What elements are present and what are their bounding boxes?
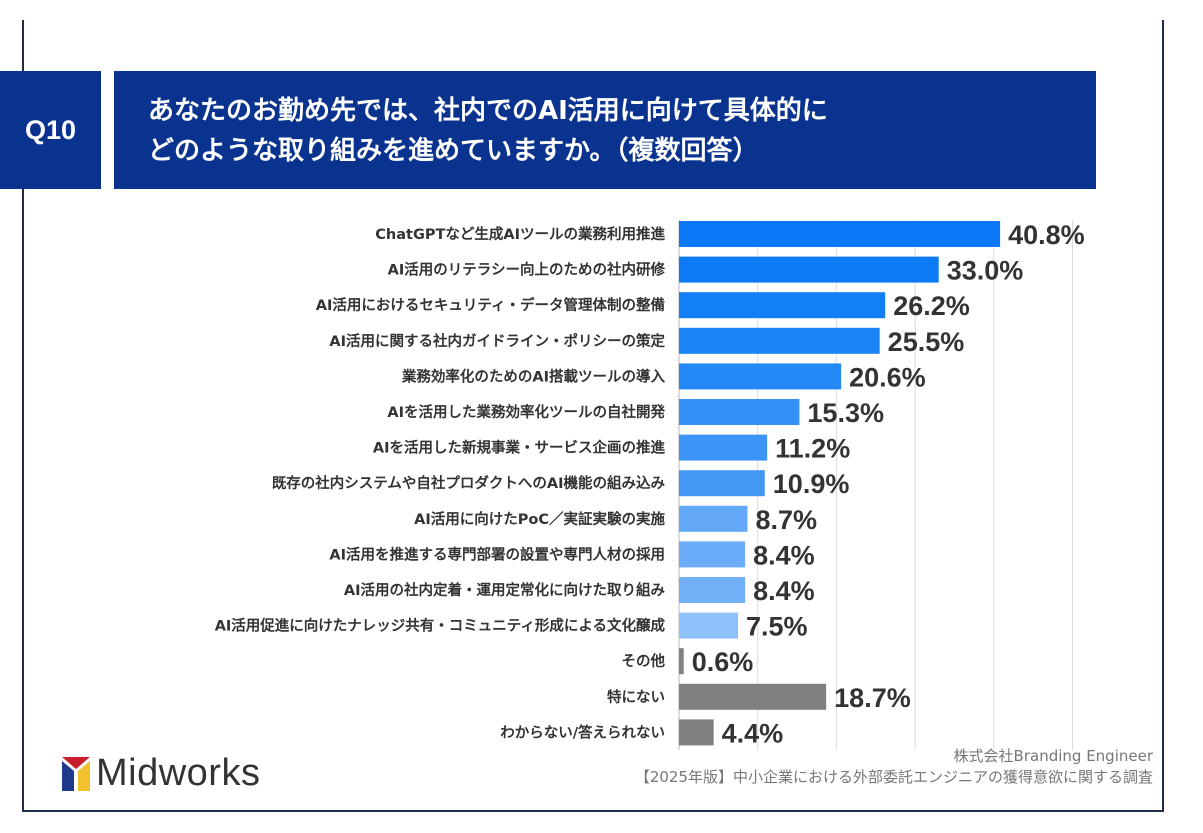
data-label: 20.6% [849,362,926,392]
data-label: 4.4% [722,718,784,748]
category-label: AI活用のリテラシー向上のための社内研修 [388,261,666,279]
data-label: 8.7% [755,505,817,535]
bar [679,292,886,319]
bar [679,470,765,497]
question-number: Q10 [24,114,77,145]
credit-company: 株式会社Branding Engineer [953,747,1153,765]
credit-survey: 【2025年版】中小企業における外部委託エンジニアの獲得意欲に関する調査 [634,768,1153,786]
bar [679,221,1001,247]
data-label: 18.7% [834,683,911,713]
bar [679,541,746,568]
bar [679,612,739,639]
question-number-badge: Q10 [0,71,101,189]
bar [679,399,800,425]
bar [679,505,748,532]
data-label: 40.8% [1008,220,1085,250]
data-label: 7.5% [746,612,808,642]
bar [679,719,714,746]
category-label: ChatGPTなど生成AIツールの業務利用推進 [375,225,665,243]
bar [679,577,746,603]
category-label: AIを活用した業務効率化ツールの自社開発 [387,403,665,421]
category-label: AI活用促進に向けたナレッジ共有・コミュニティ形成による文化醸成 [215,617,666,635]
logo-text: Midworks [96,752,261,794]
data-label: 10.9% [773,469,850,499]
category-label: 特にない [607,688,665,706]
midworks-logo-icon [62,756,90,791]
bar [679,434,768,461]
category-label: AI活用におけるセキュリティ・データ管理体制の整備 [316,296,665,314]
credit: 株式会社Branding Engineer 【2025年版】中小企業における外部… [635,746,1153,788]
category-label: わからない/答えられない [500,723,665,741]
bar [679,363,842,390]
category-label: AI活用の社内定着・運用定常化に向けた取り組み [344,581,666,599]
data-label: 0.6% [692,647,754,677]
category-label: 既存の社内システムや自社プロダクトへのAI機能の組み込み [272,474,666,492]
category-label: AIを活用した新規事業・サービス企画の推進 [373,439,666,457]
category-label: AI活用に向けたPoC／実証実験の実施 [414,510,665,528]
category-label: AI活用に関する社内ガイドライン・ポリシーの策定 [329,332,665,350]
data-label: 11.2% [775,434,850,464]
category-label: AI活用を推進する専門部署の設置や専門人材の採用 [329,545,665,563]
midworks-logo: Midworks [62,752,260,795]
question-title-box: あなたのお勤め先では、社内でのAI活用に向けて具体的に どのような取り組みを進め… [114,71,1096,189]
data-label: 26.2% [893,291,970,321]
category-label: 業務効率化のためのAI搭載ツールの導入 [401,367,666,385]
data-label: 8.4% [753,540,815,570]
data-label: 33.0% [947,256,1024,286]
chart-frame [22,20,1164,812]
data-label: 25.5% [888,327,965,357]
bar [679,648,684,675]
data-label: 8.4% [753,576,815,606]
bar [679,683,827,710]
question-title-line1: あなたのお勤め先では、社内でのAI活用に向けて具体的に [148,96,828,126]
question-title-line2: どのような取り組みを進めていますか。（複数回答） [148,136,759,166]
bar [679,327,880,354]
data-label: 15.3% [807,398,884,428]
category-label: その他 [622,652,666,670]
bar [679,256,939,283]
